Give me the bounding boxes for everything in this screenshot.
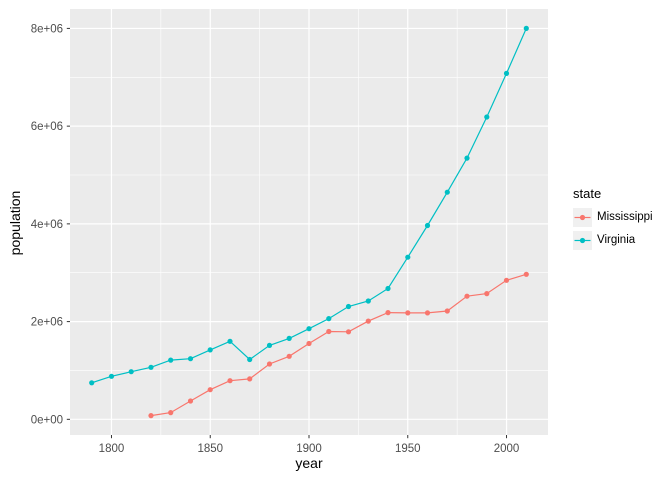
legend-title: state — [573, 186, 602, 201]
mississippi-point-1950 — [405, 310, 411, 316]
virginia-point-1960 — [424, 222, 431, 229]
virginia-point-1990 — [484, 114, 490, 120]
x-tick-label: 1800 — [99, 443, 125, 455]
y-tick-label: 0e+00 — [31, 414, 63, 426]
mississippi-point-1970 — [444, 308, 450, 314]
mississippi-point-1930 — [365, 318, 371, 324]
virginia-point-1810 — [128, 369, 134, 375]
virginia-point-1950 — [405, 254, 411, 260]
virginia-point-1840 — [187, 356, 194, 362]
mississippi-point-1890 — [286, 353, 292, 359]
virginia-point-1800 — [108, 373, 115, 379]
virginia-point-2010 — [523, 25, 529, 31]
legend-entry-mississippi: Mississippi — [573, 208, 653, 227]
legend-label-mississippi: Mississippi — [597, 211, 653, 223]
mississippi-point-1980 — [464, 293, 470, 299]
x-tick-label: 1950 — [395, 443, 421, 455]
virginia-point-2000 — [503, 70, 510, 76]
legend-label-virginia: Virginia — [597, 234, 636, 246]
mississippi-point-1910 — [326, 328, 332, 335]
mississippi-point-1840 — [187, 398, 194, 404]
virginia-point-1870 — [247, 356, 253, 363]
x-tick-label: 1900 — [296, 443, 322, 455]
mississippi-point-1850 — [207, 387, 213, 393]
virginia-point-1820 — [148, 364, 154, 370]
mississippi-point-1920 — [345, 329, 352, 335]
virginia-point-1900 — [306, 326, 312, 332]
y-axis-title: population — [7, 190, 23, 256]
virginia-point-1920 — [345, 303, 352, 310]
virginia-point-1970 — [444, 189, 450, 195]
mississippi-point-1860 — [227, 378, 233, 384]
virginia-point-1910 — [326, 316, 332, 322]
virginia-point-1850 — [207, 347, 213, 353]
virginia-point-1930 — [365, 298, 371, 304]
virginia-point-1790 — [89, 380, 95, 386]
y-tick-label: 2e+06 — [31, 317, 63, 329]
x-tick-label: 2000 — [494, 443, 520, 455]
mississippi-point-1960 — [424, 310, 431, 316]
mississippi-point-2010 — [523, 271, 529, 277]
x-tick-label: 1850 — [197, 443, 223, 455]
mississippi-point-1870 — [247, 376, 253, 382]
mississippi-point-1990 — [484, 291, 490, 297]
legend-entry-virginia: Virginia — [573, 231, 653, 250]
virginia-point-1890 — [286, 335, 292, 341]
virginia-point-1880 — [266, 342, 273, 348]
mississippi-point-1940 — [385, 310, 391, 316]
virginia-point-1860 — [227, 338, 233, 344]
mississippi-point-1820 — [148, 413, 154, 419]
legend: state Mississippi Virginia — [573, 186, 653, 254]
mississippi-point-1880 — [266, 361, 273, 367]
x-axis-title: year — [295, 455, 323, 471]
virginia-point-1940 — [385, 285, 391, 292]
y-tick-label: 6e+06 — [31, 121, 63, 133]
mississippi-point-1830 — [168, 410, 174, 416]
virginia-point-1830 — [168, 357, 174, 363]
virginia-point-1980 — [464, 155, 470, 161]
mississippi-point-1900 — [306, 340, 312, 347]
y-tick-label: 8e+06 — [31, 23, 63, 35]
y-tick-label: 4e+06 — [31, 219, 63, 231]
mississippi-legend-key-icon — [573, 208, 592, 227]
mississippi-point-2000 — [503, 277, 510, 283]
mississippi-line — [150, 273, 527, 417]
virginia-legend-key-icon — [573, 231, 592, 250]
